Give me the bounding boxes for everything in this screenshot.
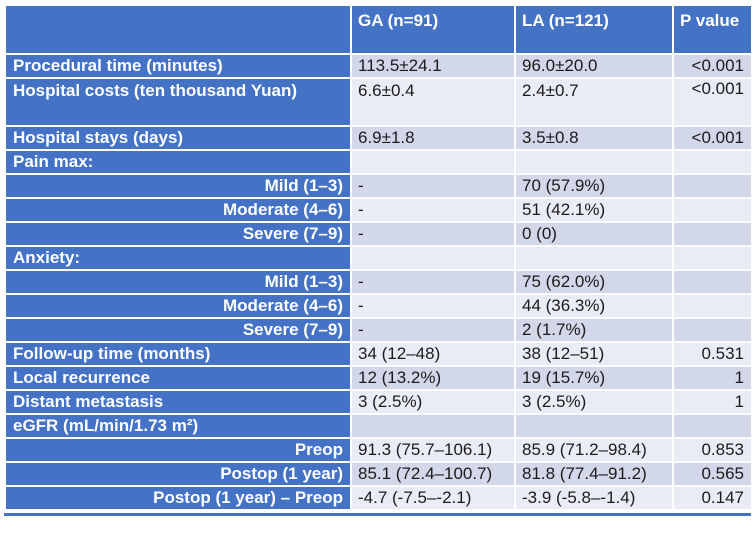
p-value-cell [672,413,753,439]
row-label: eGFR (mL/min/1.73 m²) [4,413,352,439]
table-row-egfr-header: eGFR (mL/min/1.73 m²) [4,413,753,439]
ga-value-cell [350,149,516,175]
ga-value-cell [350,245,516,271]
table-row-anxiety-mild: Mild (1–3) - 75 (62.0%) [4,269,753,295]
row-label: Moderate (4–6) [4,293,352,319]
la-value-cell: 2 (1.7%) [514,317,674,343]
ga-value-cell: - [350,197,516,223]
la-value-cell: 51 (42.1%) [514,197,674,223]
la-value-cell: 38 (12–51) [514,341,674,367]
la-value-cell: 0 (0) [514,221,674,247]
p-value-cell [672,245,753,271]
table-row-anxiety-moderate: Moderate (4–6) - 44 (36.3%) [4,293,753,319]
p-value-cell: 0.853 [672,437,753,463]
p-value-cell: 0.147 [672,485,753,511]
ga-value-cell: - [350,173,516,199]
outcomes-table-container: GA (n=91) LA (n=121) P value Procedural … [4,4,753,516]
ga-value-cell: -4.7 (-7.5–-2.1) [350,485,516,511]
table-row-pain-severe: Severe (7–9) - 0 (0) [4,221,753,247]
table-row-anxiety-header: Anxiety: [4,245,753,271]
p-value-cell: 0.531 [672,341,753,367]
row-label: Mild (1–3) [4,173,352,199]
table-row-local-recurrence: Local recurrence 12 (13.2%) 19 (15.7%) 1 [4,365,753,391]
row-label: Hospital costs (ten thousand Yuan) [4,77,352,127]
la-value-cell: 70 (57.9%) [514,173,674,199]
header-ga-column: GA (n=91) [350,4,516,55]
la-value-cell [514,149,674,175]
table-row-egfr-preop: Preop 91.3 (75.7–106.1) 85.9 (71.2–98.4)… [4,437,753,463]
table-row-hospital-stays: Hospital stays (days) 6.9±1.8 3.5±0.8 <0… [4,125,753,151]
table-row-distant-metastasis: Distant metastasis 3 (2.5%) 3 (2.5%) 1 [4,389,753,415]
la-value-cell: 2.4±0.7 [514,77,674,127]
la-value-cell [514,245,674,271]
ga-value-cell: - [350,269,516,295]
header-empty-cell [4,4,352,55]
la-value-cell: 85.9 (71.2–98.4) [514,437,674,463]
ga-value-cell: 91.3 (75.7–106.1) [350,437,516,463]
table-row-egfr-delta: Postop (1 year) – Preop -4.7 (-7.5–-2.1)… [4,485,753,511]
ga-value-cell: 85.1 (72.4–100.7) [350,461,516,487]
table-row-egfr-postop: Postop (1 year) 85.1 (72.4–100.7) 81.8 (… [4,461,753,487]
la-value-cell [514,413,674,439]
row-label: Postop (1 year) [4,461,352,487]
row-label: Pain max: [4,149,352,175]
p-value-cell: <0.001 [672,77,753,127]
la-value-cell: 3.5±0.8 [514,125,674,151]
outcomes-comparison-table: GA (n=91) LA (n=121) P value Procedural … [4,4,753,511]
p-value-cell [672,149,753,175]
table-row-pain-max-header: Pain max: [4,149,753,175]
p-value-cell: <0.001 [672,53,753,79]
row-label: Local recurrence [4,365,352,391]
p-value-cell [672,173,753,199]
row-label: Follow-up time (months) [4,341,352,367]
p-value-cell [672,197,753,223]
row-label: Hospital stays (days) [4,125,352,151]
la-value-cell: -3.9 (-5.8–-1.4) [514,485,674,511]
row-label: Severe (7–9) [4,221,352,247]
row-label: Mild (1–3) [4,269,352,295]
la-value-cell: 3 (2.5%) [514,389,674,415]
p-value-cell [672,317,753,343]
ga-value-cell: 6.9±1.8 [350,125,516,151]
p-value-cell [672,269,753,295]
ga-value-cell: - [350,317,516,343]
ga-value-cell: - [350,293,516,319]
p-value-cell: 0.565 [672,461,753,487]
table-row-procedural-time: Procedural time (minutes) 113.5±24.1 96.… [4,53,753,79]
table-row-followup-time: Follow-up time (months) 34 (12–48) 38 (1… [4,341,753,367]
row-label: Moderate (4–6) [4,197,352,223]
ga-value-cell: 3 (2.5%) [350,389,516,415]
p-value-cell: <0.001 [672,125,753,151]
header-row: GA (n=91) LA (n=121) P value [4,4,753,55]
ga-value-cell: 6.6±0.4 [350,77,516,127]
la-value-cell: 44 (36.3%) [514,293,674,319]
p-value-cell: 1 [672,389,753,415]
table-row-pain-mild: Mild (1–3) - 70 (57.9%) [4,173,753,199]
p-value-cell [672,293,753,319]
header-la-column: LA (n=121) [514,4,674,55]
table-row-pain-moderate: Moderate (4–6) - 51 (42.1%) [4,197,753,223]
table-row-anxiety-severe: Severe (7–9) - 2 (1.7%) [4,317,753,343]
p-value-cell: 1 [672,365,753,391]
row-label: Preop [4,437,352,463]
row-label: Anxiety: [4,245,352,271]
la-value-cell: 81.8 (77.4–91.2) [514,461,674,487]
ga-value-cell: 12 (13.2%) [350,365,516,391]
la-value-cell: 75 (62.0%) [514,269,674,295]
table-row-hospital-costs: Hospital costs (ten thousand Yuan) 6.6±0… [4,77,753,127]
row-label: Severe (7–9) [4,317,352,343]
ga-value-cell: 113.5±24.1 [350,53,516,79]
ga-value-cell: 34 (12–48) [350,341,516,367]
row-label: Postop (1 year) – Preop [4,485,352,511]
row-label: Procedural time (minutes) [4,53,352,79]
header-pvalue-column: P value [672,4,753,55]
la-value-cell: 19 (15.7%) [514,365,674,391]
row-label: Distant metastasis [4,389,352,415]
ga-value-cell [350,413,516,439]
ga-value-cell: - [350,221,516,247]
p-value-cell [672,221,753,247]
la-value-cell: 96.0±20.0 [514,53,674,79]
